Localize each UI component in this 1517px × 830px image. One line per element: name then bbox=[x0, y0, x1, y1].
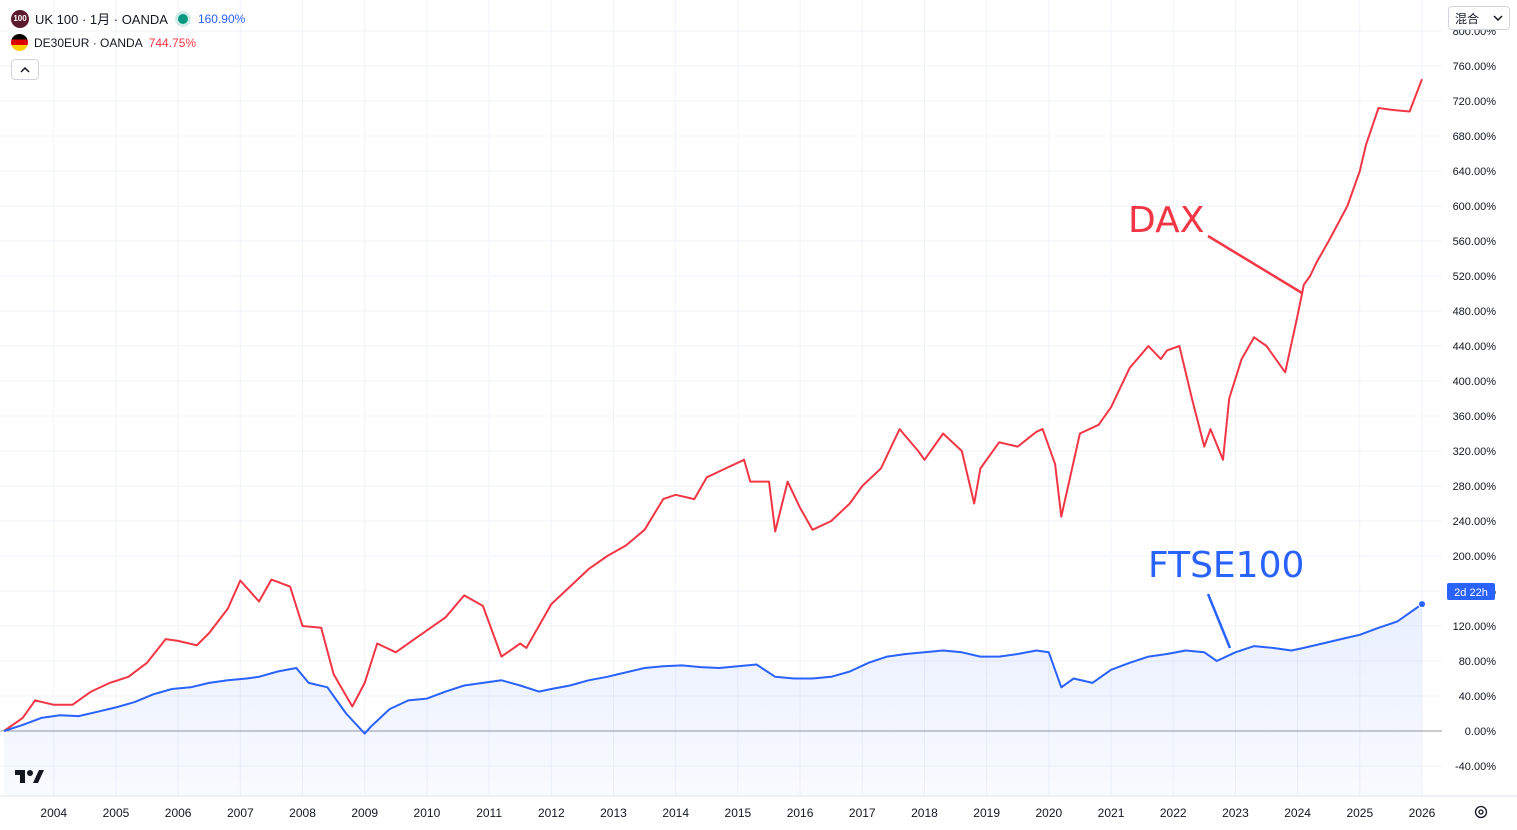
legend-primary-label: UK 100 · 1月 · OANDA bbox=[35, 12, 168, 27]
collapse-legend-button[interactable] bbox=[11, 59, 39, 80]
x-tick-label: 2026 bbox=[1409, 806, 1436, 820]
x-tick-label: 2020 bbox=[1035, 806, 1062, 820]
y-tick-label: 560.00% bbox=[1453, 236, 1497, 248]
gear-icon[interactable] bbox=[1472, 804, 1490, 822]
x-tick-label: 2009 bbox=[351, 806, 378, 820]
x-tick-label: 2015 bbox=[725, 806, 752, 820]
chevron-down-icon bbox=[1493, 15, 1503, 21]
y-tick-label: 440.00% bbox=[1453, 341, 1497, 353]
legend-primary-change: 160.90% bbox=[197, 11, 246, 26]
x-tick-label: 2017 bbox=[849, 806, 876, 820]
dax-series-line bbox=[3, 78, 1423, 732]
legend-secondary-change: 744.75% bbox=[148, 35, 197, 50]
market-status-icon bbox=[177, 13, 188, 24]
dax-annotation-arrow bbox=[1207, 234, 1303, 295]
chevron-up-icon bbox=[20, 66, 30, 73]
x-tick-label: 2008 bbox=[289, 806, 316, 820]
y-tick-label: 640.00% bbox=[1453, 166, 1497, 178]
ftse-area-fill bbox=[4, 604, 1422, 796]
y-tick-label: 520.00% bbox=[1453, 271, 1497, 283]
x-tick-label: 2007 bbox=[227, 806, 254, 820]
x-tick-label: 2005 bbox=[103, 806, 130, 820]
x-tick-label: 2016 bbox=[787, 806, 814, 820]
x-tick-label: 2019 bbox=[973, 806, 1000, 820]
y-tick-label: 400.00% bbox=[1453, 376, 1497, 388]
legend-secondary-label: DE30EUR · OANDA bbox=[34, 35, 143, 50]
y-tick-label: 40.00% bbox=[1459, 691, 1497, 703]
x-tick-label: 2024 bbox=[1284, 806, 1311, 820]
y-tick-label: 680.00% bbox=[1453, 131, 1497, 143]
y-tick-label: 320.00% bbox=[1453, 446, 1497, 458]
y-tick-label: 360.00% bbox=[1453, 411, 1497, 423]
plot-area[interactable] bbox=[3, 78, 1426, 796]
x-tick-label: 2006 bbox=[165, 806, 192, 820]
x-tick-label: 2011 bbox=[476, 806, 502, 820]
x-tick-label: 2013 bbox=[600, 806, 627, 820]
y-tick-label: 720.00% bbox=[1453, 96, 1497, 108]
x-axis: 2004 2005 2006 2007 2008 2009 2010 2011 2012 2013… bbox=[40, 806, 1435, 820]
scale-mode-button[interactable]: 混合 bbox=[1448, 6, 1510, 30]
y-tick-label: 760.00% bbox=[1453, 61, 1497, 73]
y-tick-label: 600.00% bbox=[1453, 201, 1497, 213]
y-tick-label: 200.00% bbox=[1453, 551, 1497, 563]
y-tick-label: 120.00% bbox=[1453, 621, 1497, 633]
tradingview-logo[interactable] bbox=[14, 768, 44, 789]
y-tick-label: 0.00% bbox=[1465, 726, 1496, 738]
ftse-last-value-marker bbox=[1418, 600, 1426, 609]
x-tick-label: 2010 bbox=[414, 806, 441, 820]
tradingview-logo-icon bbox=[15, 770, 44, 783]
uk100-symbol-icon: 100 bbox=[11, 9, 29, 28]
ftse-annotation-label: FTSE100 bbox=[1148, 545, 1304, 586]
y-tick-label: 280.00% bbox=[1453, 481, 1497, 493]
legend-primary[interactable]: 100 UK 100 · 1月 · OANDA 160.90% bbox=[11, 9, 245, 28]
dax-annotation-label: DAX bbox=[1128, 200, 1204, 241]
x-tick-label: 2023 bbox=[1222, 806, 1249, 820]
y-tick-label: 80.00% bbox=[1459, 656, 1497, 668]
y-tick-label: -40.00% bbox=[1455, 761, 1496, 773]
x-tick-label: 2021 bbox=[1098, 806, 1125, 820]
x-tick-label: 2004 bbox=[40, 806, 67, 820]
ftse-annotation-arrow bbox=[1206, 593, 1232, 649]
y-axis: -40.00%0.00%40.00%80.00%120.00%160.00%20… bbox=[1453, 26, 1497, 773]
y-tick-label: 480.00% bbox=[1453, 306, 1497, 318]
scale-mode-label: 混合 bbox=[1455, 11, 1480, 26]
price-badge: 2d 22h bbox=[1454, 587, 1488, 599]
x-tick-label: 2012 bbox=[538, 806, 565, 820]
x-tick-label: 2022 bbox=[1160, 806, 1187, 820]
price-badge-bg bbox=[1447, 583, 1495, 600]
x-tick-label: 2014 bbox=[662, 806, 689, 820]
legend-secondary[interactable]: DE30EUR · OANDA 744.75% bbox=[11, 34, 196, 51]
y-tick-label: 240.00% bbox=[1453, 516, 1497, 528]
germany-flag-icon bbox=[11, 34, 28, 51]
x-tick-label: 2025 bbox=[1346, 806, 1373, 820]
x-tick-label: 2018 bbox=[911, 806, 938, 820]
